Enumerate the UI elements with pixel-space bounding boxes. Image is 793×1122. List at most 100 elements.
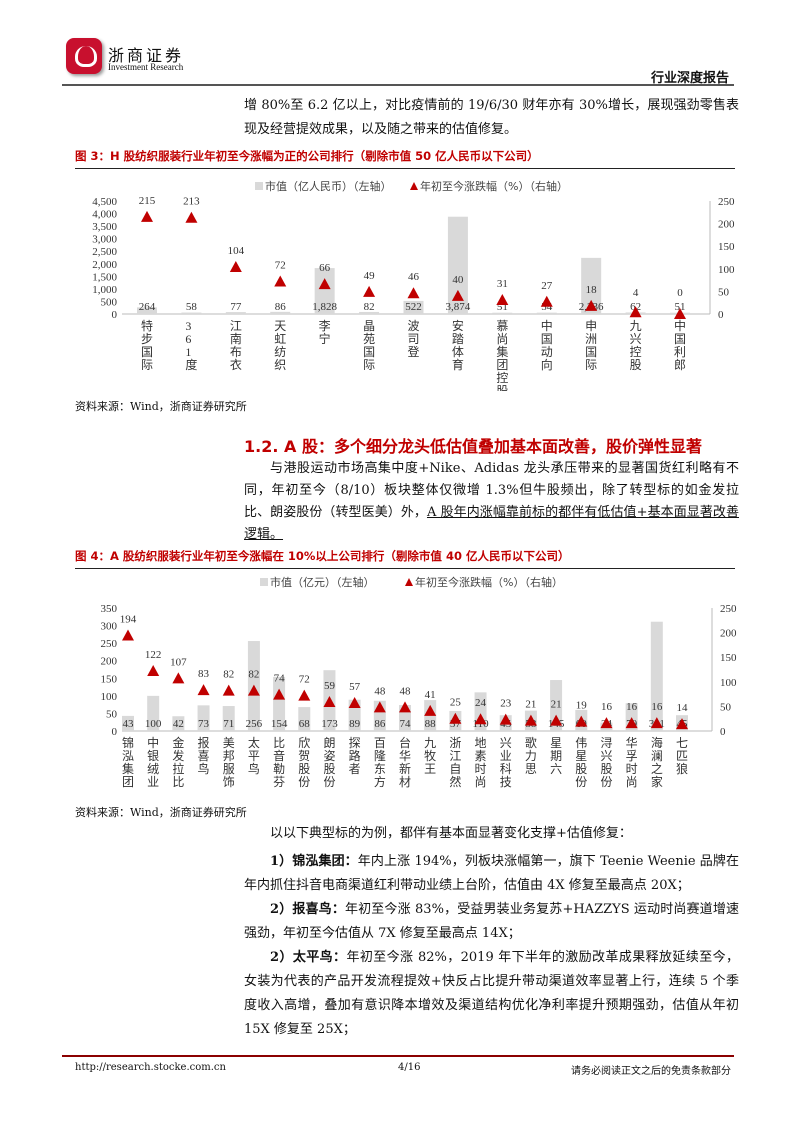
triangle-ytd-change: [524, 714, 537, 726]
y-left-tick-label: 150: [101, 673, 118, 685]
bar-value-label: 3,874: [446, 301, 471, 313]
bar-value-label: 43: [123, 718, 135, 730]
triangle-value-label: 16: [601, 701, 613, 713]
category-label: 美邦服饰: [223, 736, 235, 789]
y-right-tick-label: 0: [718, 309, 724, 321]
triangle-value-label: 31: [497, 278, 508, 290]
category-label: 台华新材: [399, 735, 411, 789]
y-left-tick-label: 350: [101, 603, 118, 615]
triangle-ytd-change: [373, 701, 386, 713]
triangle-ytd-change: [407, 287, 420, 299]
y-right-tick-label: 200: [718, 219, 735, 231]
triangle-value-label: 24: [475, 697, 487, 709]
y-left-tick-label: 0: [112, 309, 118, 321]
triangle-value-label: 21: [525, 699, 536, 711]
triangle-value-label: 27: [541, 280, 553, 292]
chart-h-share: 市值（亿人民币）（左轴） 年初至今涨跌幅（%）（右轴）05001,0001,500…: [92, 179, 735, 391]
example-text: 年内上涨 194%，列板块涨幅第一，旗下 Teenie Weenie 品牌在年内…: [244, 854, 739, 893]
bar-value-label: 74: [400, 718, 412, 730]
y-right-tick-label: 100: [718, 264, 735, 276]
triangle-ytd-change: [424, 704, 437, 716]
triangle-ytd-change: [229, 260, 242, 272]
intro-paragraph: 增 80%至 6.2 亿以上，对比疫情前的 19/6/30 财年亦有 30%增长…: [244, 98, 739, 137]
category-label: 海澜之家: [651, 735, 663, 789]
triangle-ytd-change: [674, 308, 686, 319]
triangle-ytd-change: [474, 713, 487, 725]
bar-market-value: [225, 312, 246, 314]
category-label: 朗姿股份: [323, 736, 335, 789]
example-text: 年初至今涨 82%，2019 年下半年的激励改革成果释放延续至今，女装为代表的产…: [244, 950, 740, 1037]
bar-value-label: 42: [173, 718, 184, 730]
y-left-tick-label: 300: [101, 621, 118, 633]
triangle-value-label: 19: [576, 700, 588, 712]
triangle-ytd-change: [247, 684, 260, 696]
category-label: 晶苑国际: [363, 319, 375, 372]
y-left-tick-label: 250: [101, 638, 118, 650]
bar-market-value: [298, 707, 311, 731]
bar-value-label: 154: [271, 718, 288, 730]
brand-name: 浙商证券: [108, 46, 185, 65]
triangle-ytd-change: [650, 717, 663, 729]
bar-market-value: [222, 706, 235, 731]
triangle-ytd-change: [122, 629, 134, 641]
category-label: 太平鸟: [248, 735, 260, 776]
category-label: 中国利郎: [674, 318, 686, 372]
triangle-value-label: 21: [551, 699, 562, 711]
bar-value-label: 51: [497, 301, 508, 313]
triangle-ytd-change: [172, 672, 185, 684]
example-label: 2）报喜鸟：: [270, 902, 345, 917]
category-label: 兴业科技: [500, 736, 512, 789]
category-label: 锦泓集团: [122, 736, 134, 789]
category-label: 地素时尚: [475, 736, 487, 789]
triangle-value-label: 46: [408, 271, 420, 283]
bar-value-label: 1,828: [312, 301, 337, 313]
triangle-ytd-change: [575, 715, 588, 727]
bar-value-label: 173: [321, 718, 338, 730]
category-label: 七匹狼: [676, 736, 688, 776]
bar-market-value: [581, 257, 602, 314]
bar-value-label: 54: [541, 301, 553, 313]
logo-icon: [66, 38, 102, 74]
y-right-tick-label: 0: [720, 726, 726, 738]
bar-market-value: [122, 715, 134, 731]
page-number: 4/16: [398, 1062, 421, 1073]
triangle-value-label: 48: [400, 685, 412, 697]
section-underlined-text: A 股年内涨幅靠前标的都伴有低估值+基本面显著改善逻辑。: [244, 505, 739, 542]
bar-market-value: [536, 312, 557, 314]
example-item: 1）锦泓集团：年内上涨 194%，列板块涨幅第一，旗下 Teenie Weeni…: [244, 850, 739, 898]
bar-market-value: [650, 621, 663, 731]
category-label: 中国动向: [541, 318, 553, 372]
triangle-value-label: 83: [198, 668, 210, 680]
category-label: 波司登: [408, 319, 420, 359]
y-right-tick-label: 150: [718, 241, 735, 253]
bar-market-value: [403, 300, 424, 314]
bar-market-value: [147, 695, 160, 731]
footer-url[interactable]: http://research.stocke.com.cn: [75, 1062, 226, 1073]
y-right-tick-label: 150: [720, 652, 737, 664]
triangle-ytd-change: [550, 714, 563, 726]
bar-value-label: 82: [364, 301, 375, 313]
bar-market-value: [181, 312, 202, 314]
brand-name-en: Investment Research: [108, 62, 184, 72]
triangle-value-label: 82: [223, 669, 234, 681]
triangle-value-label: 57: [349, 681, 361, 693]
bar-value-label: 256: [246, 718, 263, 730]
y-right-tick-label: 200: [720, 628, 737, 640]
triangle-value-label: 107: [170, 656, 187, 668]
bar-value-label: 88: [425, 718, 437, 730]
triangle-ytd-change: [585, 299, 598, 311]
example-text: 年初至今涨 83%，受益男装业务复苏+HAZZYS 运动时尚赛道增速强劲，年初至…: [244, 902, 739, 941]
category-label: 探路者: [349, 736, 361, 776]
triangle-ytd-change: [298, 689, 311, 701]
category-label: 中银绒业: [147, 735, 159, 789]
y-right-tick-label: 250: [720, 603, 737, 615]
y-left-tick-label: 4,500: [92, 196, 117, 208]
y-left-tick-label: 200: [101, 656, 118, 668]
legend-label: 年初至今涨跌幅（%）（右轴）: [420, 179, 568, 193]
bar-value-label: 86: [374, 718, 386, 730]
category-label: 浙江自然: [449, 736, 461, 789]
bar-market-value: [550, 680, 563, 731]
triangle-value-label: 0: [677, 287, 683, 299]
bar-value-label: 58: [186, 301, 198, 313]
